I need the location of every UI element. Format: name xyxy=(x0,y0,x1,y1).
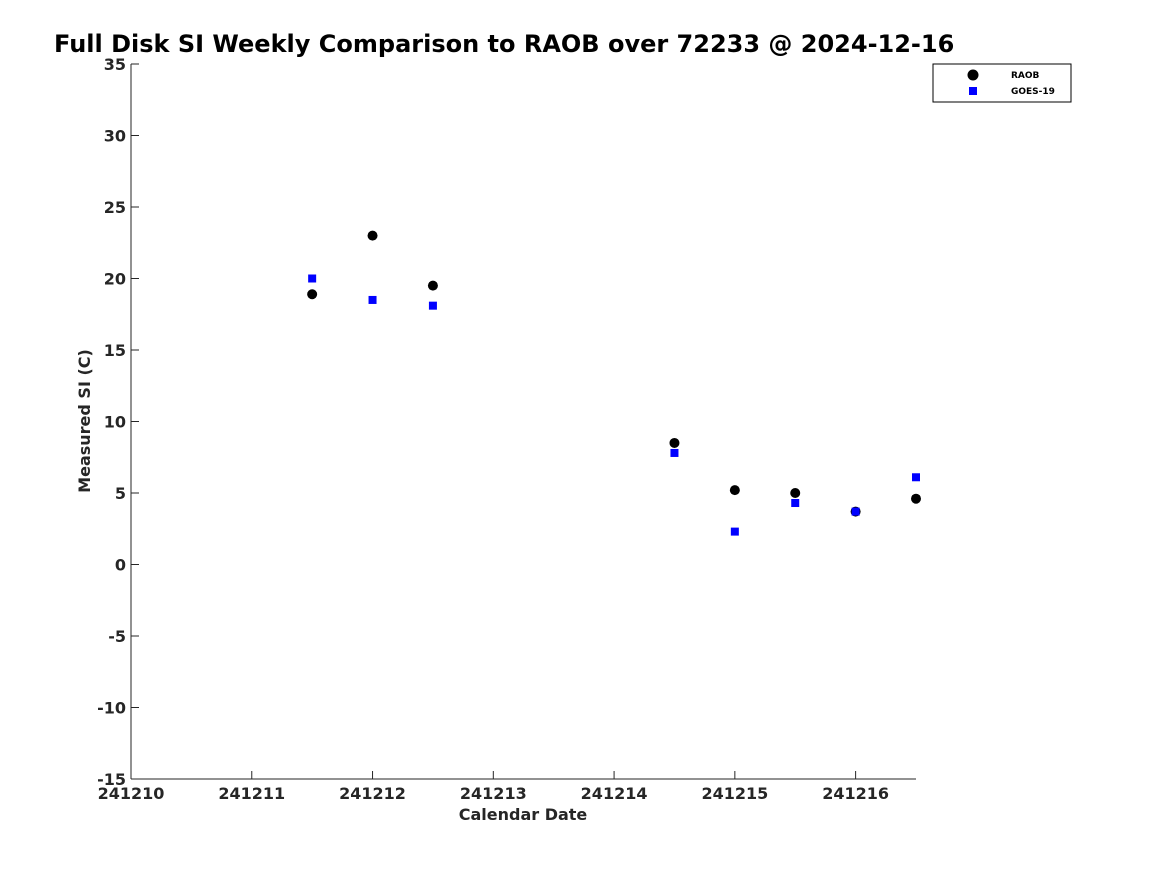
data-point xyxy=(367,230,378,241)
x-tick-label: 241212 xyxy=(339,784,406,803)
y-tick-label: 5 xyxy=(115,484,126,503)
data-point xyxy=(308,274,317,283)
data-point xyxy=(729,485,740,496)
y-tick-label: 10 xyxy=(104,413,126,432)
legend-label: RAOB xyxy=(1011,71,1040,81)
y-tick-label: 0 xyxy=(115,556,126,575)
data-point xyxy=(790,488,801,498)
series-layer xyxy=(307,230,921,536)
legend-label: GOES-19 xyxy=(1011,87,1055,97)
data-point xyxy=(427,280,438,291)
x-tick-label: 241214 xyxy=(581,784,648,803)
data-point xyxy=(851,507,860,516)
data-point xyxy=(428,301,437,310)
x-tick-label: 241216 xyxy=(822,784,889,803)
y-axis-label: Measured SI (C) xyxy=(75,349,94,493)
x-tick-label: 241213 xyxy=(460,784,527,803)
data-point xyxy=(670,448,679,457)
y-tick-label: 30 xyxy=(104,127,126,146)
y-tick-label: 20 xyxy=(104,270,126,289)
y-tick-label: 15 xyxy=(104,341,126,360)
legend-marker xyxy=(969,87,977,95)
data-point xyxy=(911,493,921,504)
x-tick-label: 241215 xyxy=(701,784,768,803)
data-point xyxy=(730,527,739,536)
y-tick-label: 35 xyxy=(104,55,126,74)
series-raob xyxy=(307,230,921,517)
series-goes-19 xyxy=(308,274,920,536)
y-axis-ticks: -15 -10 -5 0 5 10 15 20 25 30 35 xyxy=(97,55,139,789)
data-point xyxy=(368,295,377,304)
legend-box xyxy=(932,63,1072,103)
chart-title: Full Disk SI Weekly Comparison to RAOB o… xyxy=(54,30,954,58)
x-tick-label: 241210 xyxy=(98,784,165,803)
data-point xyxy=(307,289,318,300)
y-tick-label: -5 xyxy=(108,627,126,646)
y-tick-label: -15 xyxy=(97,770,126,789)
data-point xyxy=(791,499,800,508)
x-tick-label: 241211 xyxy=(218,784,285,803)
legend-marker xyxy=(967,69,979,81)
data-point xyxy=(669,437,680,448)
legend: RAOB GOES-19 xyxy=(932,63,1072,103)
x-axis-label: Calendar Date xyxy=(459,805,588,824)
data-point xyxy=(912,473,920,482)
x-axis-ticks: 241210 241211 241212 241213 241214 241215 2412… xyxy=(98,771,889,803)
y-tick-label: -10 xyxy=(97,699,126,718)
y-tick-label: 25 xyxy=(104,198,126,217)
